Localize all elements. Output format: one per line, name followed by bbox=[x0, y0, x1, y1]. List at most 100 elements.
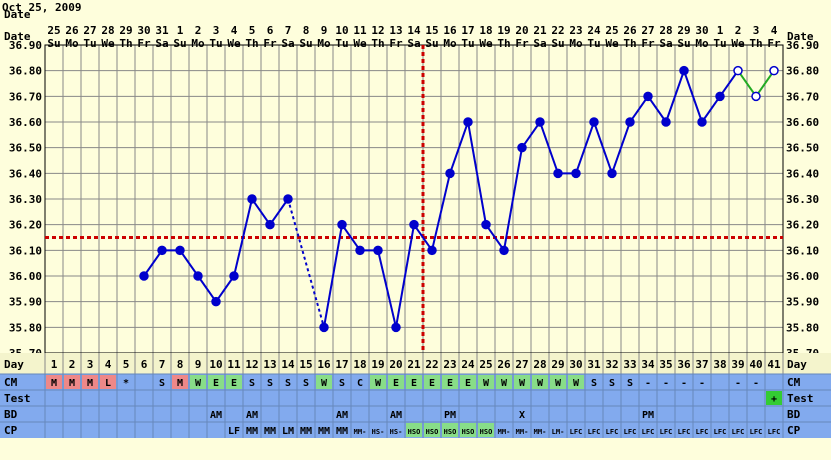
cm-cell-highlight bbox=[172, 375, 188, 389]
date-number-label: 29 bbox=[677, 24, 690, 37]
test-row-label: Test bbox=[4, 392, 31, 405]
temperature-line-segment bbox=[701, 95, 721, 123]
temperature-point bbox=[661, 117, 671, 127]
temperature-line-segment bbox=[467, 121, 487, 225]
chart-date-title: Oct 25, 2009 bbox=[2, 1, 82, 14]
temperature-point bbox=[643, 91, 653, 102]
cm-cell-value: E bbox=[393, 378, 399, 389]
cm-cell-value: - bbox=[735, 378, 741, 389]
y-tick-label: 36.60 bbox=[9, 116, 42, 129]
day-number-label: 12 bbox=[245, 358, 258, 371]
cm-cell-value: - bbox=[645, 378, 651, 389]
cm-cell-highlight bbox=[370, 375, 386, 389]
weekday-label: Su bbox=[551, 37, 564, 50]
bd-cell-value: AM bbox=[390, 410, 402, 421]
y-tick-label: 36.70 bbox=[9, 90, 42, 103]
cp-cell-value: LFC bbox=[606, 428, 619, 436]
cm-cell-value: - bbox=[681, 378, 687, 389]
cm-cell-highlight bbox=[46, 375, 62, 389]
day-number-label: 39 bbox=[731, 358, 744, 371]
cm-cell-highlight bbox=[514, 375, 530, 389]
temperature-point bbox=[157, 245, 167, 256]
cm-cell-highlight bbox=[568, 375, 584, 389]
cp-cell-highlight bbox=[406, 423, 422, 437]
weekday-label: Mo bbox=[695, 37, 709, 50]
weekday-label: Fr bbox=[641, 37, 655, 50]
y-tick-label-right: 36.80 bbox=[786, 65, 819, 78]
date-number-label: 4 bbox=[231, 24, 238, 37]
date-number-label: 21 bbox=[533, 24, 547, 37]
date-number-label: 4 bbox=[771, 24, 778, 37]
cm-cell-highlight bbox=[64, 375, 80, 389]
y-tick-label-right: 36.10 bbox=[786, 244, 819, 257]
cm-cell-value: * bbox=[123, 378, 129, 389]
temperature-point bbox=[589, 117, 599, 127]
day-number-label: 31 bbox=[587, 358, 601, 371]
temperature-line-segment bbox=[503, 147, 523, 251]
day-number-label: 2 bbox=[69, 358, 76, 371]
date-axis-label-right: Date bbox=[787, 30, 814, 43]
weekday-label: Su bbox=[299, 37, 312, 50]
y-tick-label: 36.10 bbox=[9, 244, 42, 257]
day-number-label: 40 bbox=[749, 358, 762, 371]
cm-cell-value: S bbox=[249, 378, 255, 389]
bd-cell-value: AM bbox=[246, 410, 258, 421]
day-number-label: 19 bbox=[371, 358, 384, 371]
temperature-line-segment bbox=[143, 249, 163, 277]
bd-cell-value: AM bbox=[336, 410, 348, 421]
temperature-point bbox=[481, 219, 491, 230]
date-number-label: 29 bbox=[119, 24, 132, 37]
bd-row-bg bbox=[0, 406, 831, 422]
cp-cell-value: LFC bbox=[570, 428, 583, 436]
cp-cell-value: HSO bbox=[444, 428, 457, 436]
weekday-label: Sa bbox=[281, 37, 294, 50]
day-number-label: 16 bbox=[317, 358, 331, 371]
day-number-label: 11 bbox=[227, 358, 241, 371]
cm-cell-value: M bbox=[177, 378, 183, 389]
date-number-label: 2 bbox=[735, 24, 742, 37]
date-number-label: 19 bbox=[497, 24, 510, 37]
weekday-label: Tu bbox=[587, 37, 600, 50]
day-number-label: 3 bbox=[87, 358, 94, 371]
cm-cell-value: S bbox=[609, 378, 615, 389]
day-number-label: 30 bbox=[569, 358, 582, 371]
day-row-label-right: Day bbox=[787, 358, 807, 371]
temperature-point bbox=[625, 117, 635, 127]
cp-cell-value: LF bbox=[228, 426, 240, 437]
cm-cell-highlight bbox=[100, 375, 116, 389]
day-number-label: 29 bbox=[551, 358, 564, 371]
weekday-label: We bbox=[101, 37, 115, 50]
temperature-line-segment bbox=[413, 224, 433, 251]
y-tick-label-right: 36.20 bbox=[786, 219, 819, 232]
cm-cell-highlight bbox=[316, 375, 332, 389]
cp-cell-value: MM bbox=[318, 426, 330, 437]
cm-cell-value: S bbox=[303, 378, 309, 389]
cp-cell-value: LM- bbox=[552, 428, 565, 436]
cp-cell-value: HS- bbox=[390, 428, 403, 436]
cp-cell-value: HSO bbox=[480, 428, 493, 436]
weekday-label: Fr bbox=[767, 37, 781, 50]
cm-cell-highlight bbox=[532, 375, 548, 389]
weekday-label: We bbox=[479, 37, 493, 50]
temperature-point bbox=[697, 117, 707, 127]
date-number-label: 30 bbox=[137, 24, 150, 37]
day-number-label: 34 bbox=[641, 358, 655, 371]
day-number-label: 7 bbox=[159, 358, 166, 371]
cp-cell-value: LFC bbox=[642, 428, 655, 436]
projected-temperature-point bbox=[769, 65, 779, 76]
cp-cell-value: HSO bbox=[408, 428, 421, 436]
weekday-label: We bbox=[605, 37, 619, 50]
cm-cell-value: W bbox=[501, 378, 508, 389]
day-number-label: 1 bbox=[51, 358, 58, 371]
test-cell-highlight bbox=[766, 391, 782, 405]
date-number-label: 20 bbox=[515, 24, 528, 37]
day-number-label: 8 bbox=[177, 358, 184, 371]
day-number-label: 24 bbox=[461, 358, 475, 371]
weekday-label: Th bbox=[371, 37, 384, 50]
weekday-label: Th bbox=[245, 37, 258, 50]
weekday-label: Su bbox=[677, 37, 690, 50]
temperature-line-segment bbox=[665, 70, 685, 123]
cp-cell-value: MM bbox=[246, 426, 258, 437]
temperature-line-segment bbox=[449, 121, 469, 174]
